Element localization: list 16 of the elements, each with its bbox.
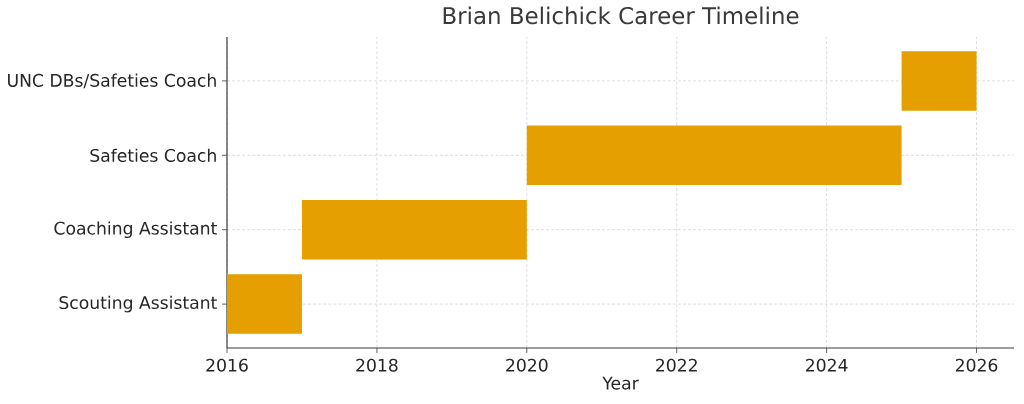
bar (526, 125, 902, 186)
y-tick-label: Scouting Assistant (59, 295, 217, 313)
y-tick-label: Safeties Coach (90, 148, 216, 162)
bar (901, 51, 977, 111)
x-tick-label: 2020 (506, 358, 548, 372)
x-tick-label: 2018 (356, 358, 398, 372)
y-tick-label: Coaching Assistant (54, 221, 217, 239)
x-tick-label: 2016 (206, 358, 248, 372)
y-tick-label: UNC DBs/Safeties Coach (8, 73, 216, 89)
x-tick-label: 2026 (955, 358, 998, 372)
x-tick-label: 2024 (805, 358, 848, 372)
x-tick-label: 2022 (656, 358, 697, 372)
chart-title: Brian Belichick Career Timeline (443, 6, 799, 25)
x-axis-title: Year (602, 376, 639, 390)
bar (301, 199, 527, 260)
bar (227, 274, 302, 334)
